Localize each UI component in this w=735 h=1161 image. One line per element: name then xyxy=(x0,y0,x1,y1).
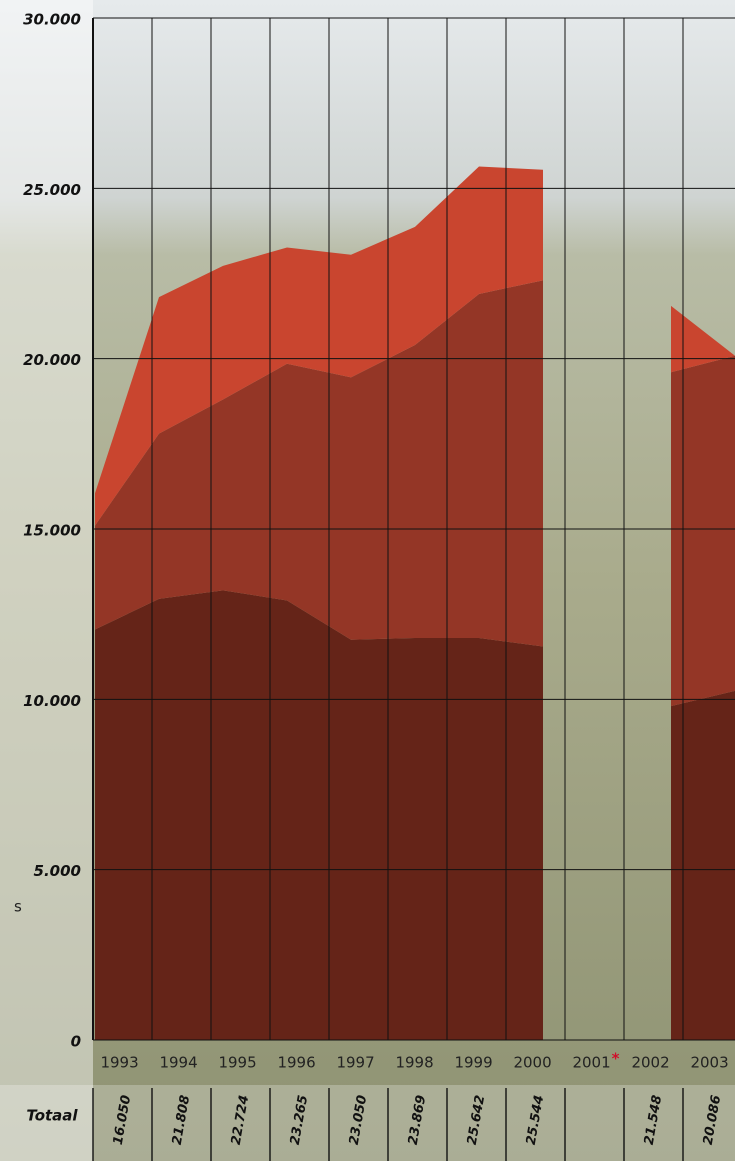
x-tick-label: 1994 xyxy=(159,1054,197,1072)
totals-label: Totaal xyxy=(26,1107,78,1125)
x-tick-label: 1998 xyxy=(395,1054,433,1072)
y-tick-label: 30.000 xyxy=(23,11,81,29)
x-tick-label: 1999 xyxy=(454,1054,492,1072)
area-layer xyxy=(671,690,735,1040)
x-tick-label: 2003 xyxy=(690,1054,728,1072)
area-layer xyxy=(95,280,543,647)
y-tick-label: 20.000 xyxy=(23,351,81,369)
x-tick-label: 1996 xyxy=(277,1054,315,1072)
x-tick-label: 2002 xyxy=(631,1054,669,1072)
totals-wash xyxy=(0,1085,735,1161)
area-layer xyxy=(671,355,735,707)
area-layer xyxy=(95,166,543,526)
y-tick-label: 0 xyxy=(71,1033,81,1051)
x-tick-label: 2001 xyxy=(572,1054,610,1072)
x-tick-label: 1993 xyxy=(100,1054,138,1072)
y-tick-label: 10.000 xyxy=(23,692,81,710)
y-tick-label: 5.000 xyxy=(34,862,81,880)
x-tick-label: 1997 xyxy=(336,1054,374,1072)
y-tick-label: 25.000 xyxy=(23,181,81,199)
x-tick-label: 1995 xyxy=(218,1054,256,1072)
y-tick-label: 15.000 xyxy=(23,522,81,540)
x-tick-label: 2000 xyxy=(513,1054,551,1072)
x-tick-mark: * xyxy=(612,1050,620,1068)
area-layer xyxy=(95,590,543,1040)
area-layer xyxy=(671,305,735,373)
margin-wash xyxy=(0,0,93,1161)
side-text: s xyxy=(14,898,22,916)
